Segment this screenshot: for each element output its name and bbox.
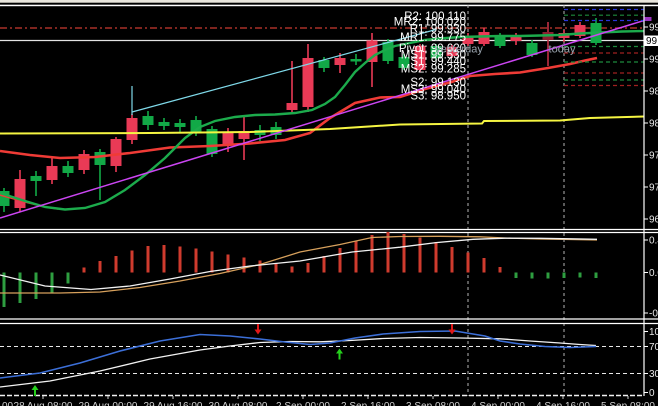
svg-text:Pivot: 99.620: Pivot: 99.620 <box>399 43 466 55</box>
svg-text:MR1: 99.775: MR1: 99.775 <box>400 32 466 44</box>
svg-text:S3: 98.950: S3: 98.950 <box>410 91 466 103</box>
svg-text:MS3: 99.040: MS3: 99.040 <box>401 84 466 96</box>
svg-text:today: today <box>549 44 576 56</box>
svg-text:3 Sep 08:00: 3 Sep 08:00 <box>406 401 460 406</box>
svg-text:98.450: 98.450 <box>649 119 658 130</box>
svg-text:2 Sep 00:00: 2 Sep 00:00 <box>276 401 330 406</box>
svg-text:29 Aug 16:00: 29 Aug 16:00 <box>144 401 203 406</box>
svg-text:2 Sep 16:00: 2 Sep 16:00 <box>341 401 395 406</box>
svg-text:4 Sep 16:00: 4 Sep 16:00 <box>536 401 590 406</box>
svg-text:0.4: 0.4 <box>649 236 658 247</box>
svg-text:28 Aug 08:00: 28 Aug 08:00 <box>14 401 73 406</box>
svg-text:99.950: 99.950 <box>649 23 658 34</box>
svg-text:yesterday: yesterday <box>435 44 483 56</box>
svg-text:29 Aug 00:00: 29 Aug 00:00 <box>79 401 138 406</box>
svg-text:30 Aug 08:00: 30 Aug 08:00 <box>209 401 268 406</box>
svg-text:98.950: 98.950 <box>649 87 658 98</box>
svg-text:97.450: 97.450 <box>649 183 658 194</box>
svg-text:99.450: 99.450 <box>649 55 658 66</box>
svg-text:97.950: 97.950 <box>649 151 658 162</box>
svg-text:0: 0 <box>649 388 655 399</box>
svg-text:R2: 100.110: R2: 100.110 <box>404 11 466 23</box>
svg-text:99.760: 99.760 <box>646 36 658 47</box>
svg-text:70: 70 <box>649 342 658 353</box>
svg-text:R1: 99.930: R1: 99.930 <box>410 24 466 36</box>
svg-text:MR2: 100.020: MR2: 100.020 <box>394 17 466 29</box>
svg-text:0.0: 0.0 <box>649 268 658 279</box>
svg-text:S2: 99.130: S2: 99.130 <box>410 77 466 89</box>
svg-text:00: 00 <box>2 401 14 406</box>
svg-text:5 Sep 08:00: 5 Sep 08:00 <box>601 401 655 406</box>
svg-text:96.950: 96.950 <box>649 215 658 226</box>
svg-text:100: 100 <box>649 327 658 338</box>
svg-text:MS2: 99.285: MS2: 99.285 <box>401 64 466 76</box>
svg-text:30: 30 <box>649 369 658 380</box>
svg-text:MS1: 99.530: MS1: 99.530 <box>401 50 466 62</box>
svg-text:-0.4: -0.4 <box>649 309 658 320</box>
svg-text:4 Sep 00:00: 4 Sep 00:00 <box>471 401 525 406</box>
svg-text:S1: 99.440: S1: 99.440 <box>410 56 466 68</box>
